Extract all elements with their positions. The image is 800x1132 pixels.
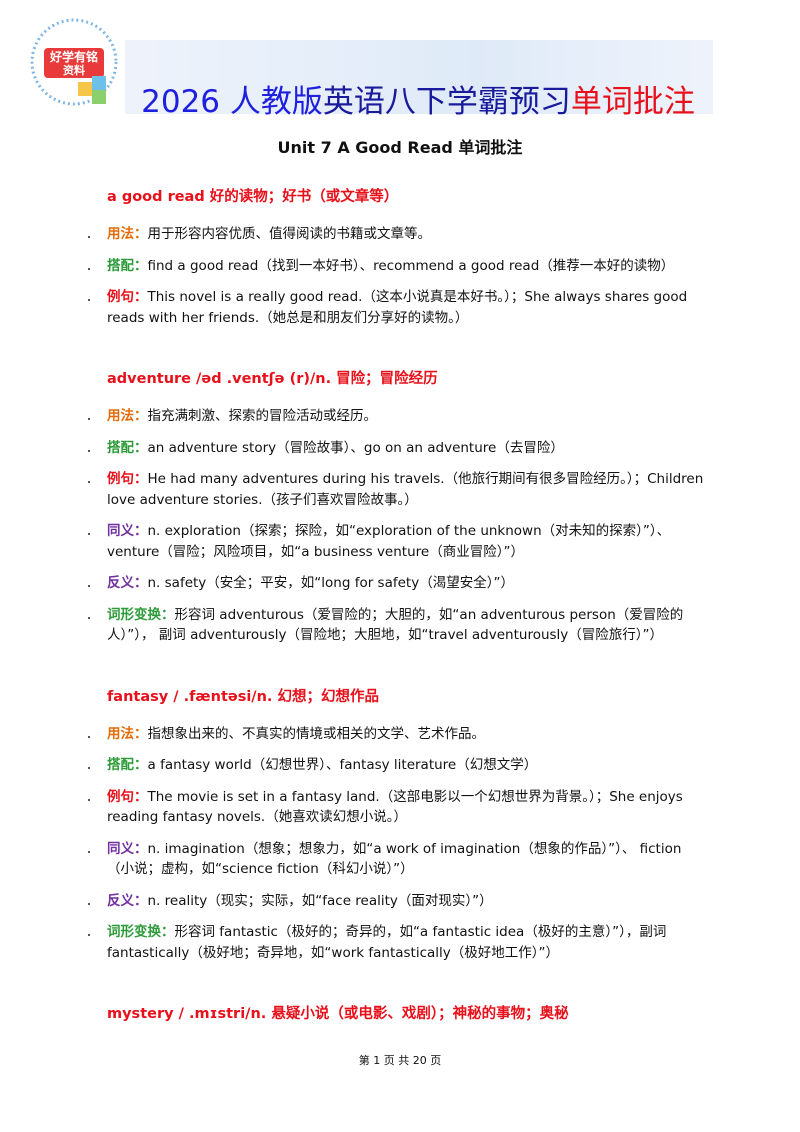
annotation: 用法：用于形容内容优质、值得阅读的书籍或文章等。 [88, 224, 707, 245]
annotation-label: 用法： [107, 226, 148, 242]
headword: fantasy / .fæntəsi/n. 幻想；幻想作品 [107, 688, 379, 705]
annotation-text: n. reality（现实；实际，如“face reality（面对现实）”） [147, 892, 493, 909]
annotation: 同义：n. exploration（探索；探险，如“exploration of… [88, 521, 707, 562]
bullet [88, 236, 90, 238]
annotation-label: 同义： [107, 523, 148, 539]
logo-block [92, 76, 106, 90]
entry: adventure /əd .ventʃə (r)/n. 冒险；冒险经历 用法：指… [88, 368, 707, 646]
annotation-label: 搭配： [107, 439, 148, 456]
annotation: 例句：He had many adventures during his tra… [88, 469, 707, 510]
annotation: 反义：n. reality（现实；实际，如“face reality（面对现实）… [88, 891, 707, 912]
headword: mystery / .mɪstri/n. 悬疑小说（或电影、戏剧）；神秘的事物；… [107, 1006, 569, 1022]
annotation-text: n. imagination（想象；想象力，如“a work of imagin… [107, 840, 682, 878]
annotation-label: 词形变换： [107, 606, 175, 623]
bullet [88, 767, 90, 769]
bullet [88, 585, 90, 587]
annotation-label: 搭配： [107, 257, 148, 274]
annotation-label: 例句： [107, 289, 148, 305]
annotation: 用法：指充满刺激、探索的冒险活动或经历。 [88, 406, 707, 427]
annotation-text: 指想象出来的、不真实的情境或相关的文学、艺术作品。 [147, 725, 486, 742]
entries: a good read 好的读物；好书（或文章等） 用法：用于形容内容优质、值得阅… [88, 186, 707, 1065]
logo: 好学有铭 资料 [30, 18, 118, 106]
headword: adventure /əd .ventʃə (r)/n. 冒险；冒险经历 [107, 371, 438, 387]
annotation-text: n. safety（安全；平安，如“long for safety（渴望安全）”… [147, 575, 514, 591]
bullet [88, 735, 90, 738]
annotation-text: This novel is a really good read.（这本小说真是… [107, 289, 688, 326]
logo-badge [44, 48, 104, 78]
annotation-text: n. exploration（探索；探险，如“exploration of th… [107, 523, 671, 560]
logo-block [92, 90, 106, 104]
annotation: 例句：The movie is set in a fantasy land.（这… [88, 787, 707, 828]
page-footer: 第 1 页 共 20 页 [358, 1054, 442, 1067]
title-part: 英语八下学霸预习 [322, 84, 571, 120]
title-banner [125, 40, 713, 114]
annotation: 搭配：find a good read（找到一本好书）、recommend a … [88, 256, 707, 277]
bullet [88, 798, 90, 801]
annotation: 同义：n. imagination（想象；想象力，如“a work of ima… [88, 839, 707, 880]
annotation-label: 搭配： [107, 757, 148, 773]
annotation-label: 例句： [107, 471, 148, 487]
annotation-label: 同义： [107, 840, 148, 857]
bullet [88, 616, 90, 619]
annotation-text: find a good read（找到一本好书）、recommend a goo… [147, 257, 675, 274]
bullet [88, 418, 90, 420]
annotation-text: a fantasy world（幻想世界）、fantasy literature… [147, 757, 538, 773]
logo-text: 好学有铭 [49, 49, 98, 64]
annotation-text: The movie is set in a fantasy land.（这部电影… [107, 788, 683, 826]
annotation: 搭配：a fantasy world（幻想世界）、fantasy literat… [88, 755, 707, 776]
logo-ring [30, 18, 118, 106]
annotation: 词形变换：形容词 fantastic（极好的；奇异的，如“a fantastic… [88, 922, 707, 963]
annotation: 反义：n. safety（安全；平安，如“long for safety（渴望安… [88, 573, 707, 594]
bullet [88, 299, 90, 301]
annotation-text: an adventure story（冒险故事）、go on an advent… [147, 439, 564, 456]
annotation-label: 用法： [107, 725, 148, 742]
annotation-label: 词形变换： [107, 924, 175, 940]
bullet [88, 850, 90, 853]
bullet [88, 902, 90, 905]
subtitle: Unit 7 A Good Read 单词批注 [277, 138, 523, 157]
title-part: 2026 人教版 [141, 84, 323, 120]
annotation: 用法：指想象出来的、不真实的情境或相关的文学、艺术作品。 [88, 724, 707, 745]
bullet [88, 533, 90, 535]
bullet [88, 267, 90, 270]
annotation-text: 形容词 adventurous（爱冒险的；大胆的，如“an adventurou… [107, 606, 684, 644]
annotation-text: 用于形容内容优质、值得阅读的书籍或文章等。 [147, 226, 432, 242]
title-part: 单词批注 [570, 84, 695, 120]
annotation-label: 用法： [107, 408, 148, 424]
annotation-text: He had many adventures during his travel… [107, 471, 704, 508]
annotation: 词形变换：形容词 adventurous（爱冒险的；大胆的，如“an adven… [88, 605, 707, 646]
annotation-label: 反义： [107, 892, 148, 909]
headword: a good read 好的读物；好书（或文章等） [107, 189, 399, 205]
annotation: 搭配：an adventure story（冒险故事）、go on an adv… [88, 438, 707, 459]
entry: fantasy / .fæntəsi/n. 幻想；幻想作品 用法：指想象出来的、不… [88, 686, 707, 964]
bullet [88, 481, 90, 483]
annotation-label: 反义： [107, 575, 148, 591]
entry: a good read 好的读物；好书（或文章等） 用法：用于形容内容优质、值得阅… [88, 186, 707, 328]
entry: mystery / .mɪstri/n. 悬疑小说（或电影、戏剧）；神秘的事物；… [107, 1003, 707, 1025]
page-title: 2026 人教版英语八下学霸预习单词批注 [118, 76, 718, 121]
logo-block [78, 82, 92, 96]
annotation-label: 例句： [107, 788, 148, 805]
logo-text: 资料 [63, 63, 85, 77]
annotation-text: 指充满刺激、探索的冒险活动或经历。 [147, 408, 378, 424]
annotation: 例句：This novel is a really good read.（这本小… [88, 287, 707, 328]
bullet [88, 934, 90, 936]
bullet [88, 449, 90, 452]
annotation-text: 形容词 fantastic（极好的；奇异的，如“a fantastic idea… [107, 924, 667, 961]
